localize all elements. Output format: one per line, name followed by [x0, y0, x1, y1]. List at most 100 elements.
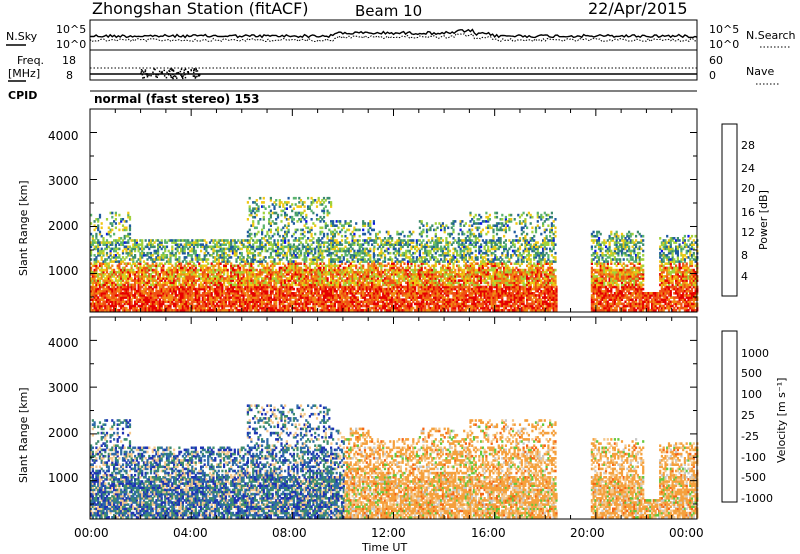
power-cell — [200, 249, 203, 253]
power-cell — [348, 228, 351, 232]
power-cell — [324, 205, 327, 208]
nave-point — [161, 72, 163, 74]
nave-point — [183, 69, 186, 71]
power-cell — [356, 296, 359, 299]
power-cell — [253, 254, 257, 257]
power-cell — [111, 215, 114, 219]
power-cell — [321, 226, 324, 230]
power-cell — [287, 239, 290, 242]
power-cell — [369, 232, 372, 236]
nave-point — [168, 73, 170, 76]
nsky-line — [89, 28, 698, 39]
nave-point — [141, 73, 144, 76]
power-cell — [190, 254, 193, 257]
power-cell — [303, 209, 306, 213]
power-cell — [226, 268, 229, 272]
power-cell — [310, 218, 313, 221]
nave-point — [144, 70, 147, 73]
power-cell — [191, 258, 194, 261]
power-cell — [280, 220, 283, 223]
power-cell — [109, 234, 112, 238]
power-cell — [346, 237, 349, 240]
power-cell — [262, 211, 265, 215]
power-cell — [337, 226, 340, 230]
power-cell — [207, 262, 210, 265]
power-cell — [285, 207, 288, 210]
nave-point — [190, 69, 192, 72]
power-cell — [114, 218, 117, 221]
nave-point — [193, 71, 195, 74]
power-cell — [310, 226, 313, 230]
power-cell — [273, 232, 276, 236]
power-cell — [391, 237, 394, 240]
power-cell — [276, 226, 280, 230]
nave-point — [175, 72, 178, 75]
nave-point — [152, 71, 154, 73]
power-cell — [118, 247, 121, 251]
power-cell — [292, 287, 295, 291]
nave-point — [158, 70, 161, 73]
nave-point — [182, 75, 184, 77]
power-cell — [373, 254, 376, 257]
power-cell — [358, 234, 361, 238]
power-cell — [314, 232, 317, 236]
nave-point — [168, 70, 170, 72]
power-cell — [280, 213, 283, 217]
power-cell — [178, 256, 181, 259]
nave-point — [157, 73, 160, 76]
power-cell — [372, 228, 375, 232]
power-cell — [128, 224, 132, 227]
power-cell — [255, 199, 258, 202]
power-cell — [339, 220, 342, 223]
power-cell — [312, 211, 315, 215]
power-cell — [276, 213, 280, 217]
power-cell — [105, 218, 109, 221]
power-cell — [291, 203, 294, 206]
power-cell — [296, 228, 299, 232]
power-cell — [328, 247, 331, 251]
nave-point — [143, 76, 145, 79]
nave-point — [184, 76, 187, 79]
power-cell — [355, 222, 358, 225]
nave-point — [172, 69, 174, 71]
power-cell — [100, 222, 103, 225]
power-cell — [259, 218, 262, 221]
power-cell — [378, 230, 381, 234]
nave-point — [156, 76, 158, 78]
power-cell — [326, 277, 329, 280]
power-cell — [363, 232, 367, 236]
power-cell — [292, 218, 295, 221]
power-cell — [391, 258, 394, 261]
power-cell — [144, 239, 147, 242]
power-cell — [373, 245, 376, 249]
power-cell — [315, 205, 319, 208]
power-cell — [127, 211, 130, 215]
power-cell — [303, 201, 306, 204]
nave-point — [148, 74, 150, 77]
nave-point — [170, 76, 172, 78]
power-cell — [250, 232, 253, 236]
power-cell — [153, 245, 156, 249]
power-cell — [287, 228, 290, 232]
power-cell — [389, 251, 392, 255]
power-cell — [328, 196, 331, 200]
nave-point — [150, 74, 152, 77]
power-cell — [255, 213, 258, 217]
power-cell — [266, 262, 269, 265]
power-cell — [312, 241, 315, 244]
power-cell — [262, 196, 265, 200]
power-cell — [363, 222, 367, 225]
nave-point — [140, 71, 143, 73]
power-cell — [198, 254, 201, 257]
power-cell — [128, 232, 132, 236]
nave-point — [180, 68, 183, 71]
power-cell — [330, 201, 333, 204]
nave-point — [187, 72, 190, 74]
nave-point — [144, 69, 147, 71]
power-cell — [171, 245, 174, 249]
power-cell — [262, 201, 265, 204]
power-cell — [165, 254, 169, 257]
power-cell — [205, 241, 208, 244]
nave-point — [195, 70, 197, 72]
power-cell — [246, 201, 249, 204]
